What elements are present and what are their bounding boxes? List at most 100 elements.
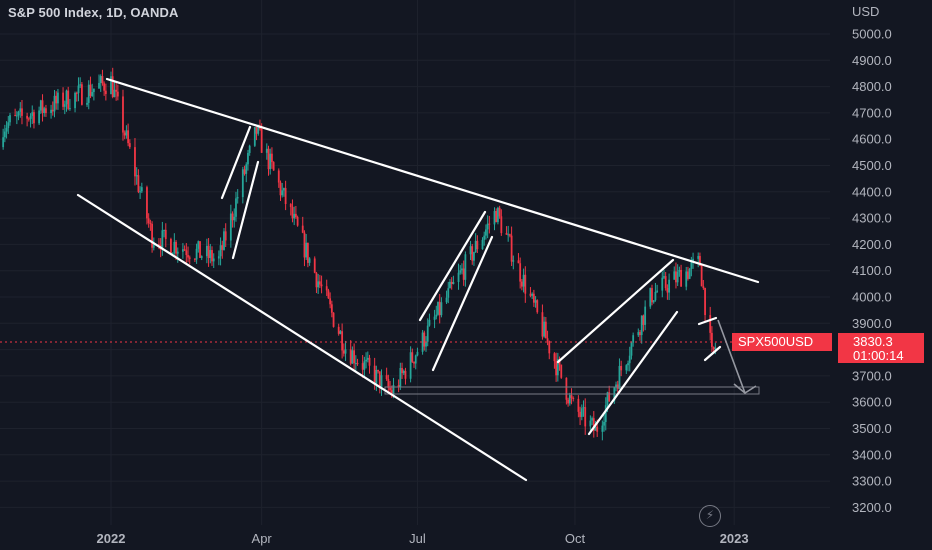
candle-body (522, 274, 525, 287)
candle-body (536, 300, 539, 313)
candle-body (320, 284, 323, 287)
candle-body (354, 363, 357, 365)
candle-body (209, 250, 212, 259)
candle-body (675, 271, 677, 283)
candle-body (421, 332, 424, 352)
candle-body (219, 245, 222, 257)
candle-body (365, 359, 367, 362)
channel-2-lower (431, 235, 494, 372)
candle-body (356, 363, 359, 365)
candle-body (654, 291, 657, 301)
candle-body (195, 248, 198, 260)
candle-body (317, 281, 320, 288)
candle-body (277, 170, 280, 183)
candle-body (572, 397, 575, 399)
candle-body (546, 338, 549, 342)
candle-body (139, 191, 142, 193)
candle-body (608, 392, 611, 402)
candle-body (699, 256, 701, 266)
candle-body (207, 245, 210, 259)
candle-body (332, 312, 335, 327)
channel-1-lower (231, 160, 260, 260)
candle-body (594, 426, 597, 431)
candle-body (567, 399, 570, 404)
price-tick-label: 3500.0 (852, 421, 892, 436)
candle-body (687, 271, 689, 279)
candle-body (401, 367, 403, 374)
candle-body (253, 127, 256, 146)
candle-body (493, 211, 496, 225)
price-tick-label: 3700.0 (852, 368, 892, 383)
candle-body (425, 341, 427, 347)
candle-body (714, 347, 717, 350)
candle-body (413, 361, 415, 364)
candle-body (392, 385, 395, 396)
candle-body (337, 326, 340, 334)
candle-body (411, 352, 414, 362)
candle-body (257, 126, 260, 134)
candle-body (553, 353, 556, 362)
candle-body (313, 258, 316, 273)
candle-body (685, 271, 688, 287)
candle-body (21, 108, 23, 116)
candle-body (289, 204, 292, 208)
candle-body (676, 271, 679, 283)
candle-body (375, 369, 378, 384)
candle-body (565, 377, 568, 400)
candle-body (582, 407, 585, 409)
candle-body (125, 130, 128, 136)
price-tick-label: 4900.0 (852, 53, 892, 68)
candle-body (625, 365, 628, 371)
candle-body (301, 225, 304, 233)
candle-body (548, 341, 551, 354)
candle-body (294, 213, 297, 218)
candle-body (182, 249, 184, 252)
candle-body (284, 188, 287, 205)
candle-body (450, 281, 453, 285)
time-axis[interactable]: 2022 Apr Jul Oct 2023 (97, 531, 749, 546)
candle-body (188, 257, 191, 259)
candle-body (325, 286, 328, 291)
candle-body (305, 242, 308, 258)
candle-body (399, 367, 402, 388)
price-tick-label: 3900.0 (852, 316, 892, 331)
candle-body (366, 357, 369, 360)
candle-body (680, 269, 682, 287)
candle-body (640, 315, 643, 336)
candle-body (344, 349, 347, 354)
price-tick-label: 4800.0 (852, 79, 892, 94)
price-tick-label: 4500.0 (852, 158, 892, 173)
candle-body (651, 288, 653, 303)
candle-body (291, 207, 294, 219)
candle-body (29, 115, 32, 119)
currency-label: USD (852, 4, 879, 19)
candle-body (38, 110, 40, 124)
candle-body (171, 253, 174, 255)
candle-body (510, 235, 513, 262)
candle-body (163, 229, 165, 231)
time-tick-label: 2023 (720, 531, 749, 546)
candle-body (476, 240, 479, 250)
candle-body (248, 145, 251, 153)
candle-body (580, 408, 583, 417)
lightning-icon[interactable]: ⚡ (699, 505, 721, 527)
time-tick-label: 2022 (97, 531, 126, 546)
candle-body (303, 232, 306, 258)
candle-body (457, 272, 460, 283)
candle-body (353, 350, 356, 364)
candle-body (146, 187, 148, 219)
candle-body (211, 250, 213, 262)
candle-body (62, 92, 64, 107)
candle-body (620, 365, 623, 371)
candle-body (481, 239, 484, 250)
candle-body (269, 153, 272, 170)
candle-body (65, 90, 68, 105)
candle-body (524, 274, 527, 294)
price-axis[interactable]: USD 5000.0 4900.0 4800.0 4700.0 4600.0 4500.0 4… (852, 4, 892, 515)
candle-body (579, 411, 581, 417)
candle-body (123, 132, 126, 136)
candle-body (668, 279, 671, 293)
candle-body (92, 88, 95, 93)
candle-body (712, 346, 715, 350)
